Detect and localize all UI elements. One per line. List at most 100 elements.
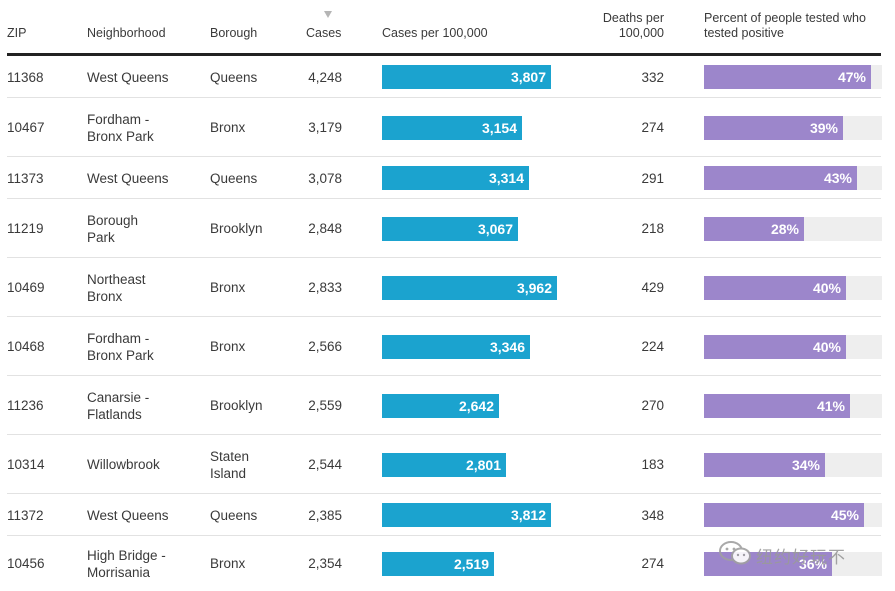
- cases-per-100k-label: 3,346: [489, 338, 525, 355]
- sort-descending-icon[interactable]: [324, 11, 332, 18]
- borough-line1: Bronx: [210, 339, 246, 354]
- borough-line1: Queens: [210, 507, 258, 523]
- borough-line1: Brooklyn: [210, 221, 263, 236]
- borough-cell: Bronx: [210, 119, 290, 136]
- header-cases-per-100k[interactable]: Cases per 100,000: [382, 26, 488, 40]
- cases-per-100k-bar[interactable]: 3,346: [382, 334, 530, 359]
- header-borough[interactable]: Borough: [210, 26, 258, 40]
- borough-cell: Queens: [210, 507, 290, 524]
- neighborhood-line1: West Queens: [87, 507, 169, 523]
- deaths-per-100k-cell: 348: [641, 507, 664, 523]
- row-divider: [7, 198, 881, 199]
- deaths-per-100k-cell: 218: [641, 221, 664, 236]
- neighborhood-line1: West Queens: [87, 170, 169, 186]
- percent-positive-bar[interactable]: 40%: [704, 334, 846, 359]
- percent-positive-bar[interactable]: 36%: [704, 551, 832, 576]
- percent-positive-bar[interactable]: 45%: [704, 503, 864, 527]
- row-divider: [7, 434, 881, 435]
- percent-positive-bar[interactable]: 40%: [704, 275, 846, 300]
- cases-per-100k-bar[interactable]: 2,801: [382, 452, 506, 477]
- percent-positive-bar[interactable]: 43%: [704, 166, 857, 190]
- zip-cell: 10456: [7, 556, 45, 571]
- percent-positive-label: 36%: [798, 555, 827, 572]
- cases-cell: 3,179: [308, 120, 342, 135]
- neighborhood-line1: Willowbrook: [87, 457, 160, 472]
- percent-positive-bar-wrap: 43%: [704, 166, 882, 190]
- cases-per-100k-label: 2,519: [453, 555, 489, 572]
- deaths-per-100k-cell: 274: [641, 120, 664, 135]
- table-row: 10469 Northeast Bronx Bronx 2,833 3,962 429 40%: [0, 258, 895, 317]
- neighborhood-cell: High Bridge - Morrisania: [87, 547, 202, 581]
- percent-positive-bar-wrap: 40%: [704, 275, 882, 300]
- borough-line1: Queens: [210, 170, 258, 186]
- zip-cell: 10467: [7, 120, 45, 135]
- wechat-icon: [719, 541, 751, 565]
- neighborhood-line1: Borough: [87, 212, 139, 228]
- neighborhood-cell: Borough Park: [87, 212, 202, 246]
- percent-positive-bar[interactable]: 39%: [704, 115, 843, 140]
- cases-per-100k-bar[interactable]: 3,067: [382, 216, 518, 241]
- row-divider: [7, 375, 881, 376]
- percent-positive-bar-wrap: 28%: [704, 216, 882, 241]
- zip-cell: 11219: [7, 221, 44, 236]
- zip-cell: 10468: [7, 339, 45, 354]
- percent-positive-bar[interactable]: 41%: [704, 393, 850, 418]
- zip-cell: 10469: [7, 280, 45, 295]
- deaths-per-100k-cell: 224: [641, 339, 664, 354]
- neighborhood-cell: West Queens: [87, 507, 202, 524]
- neighborhood-line1: Fordham -: [87, 330, 150, 346]
- cases-per-100k-bar[interactable]: 2,519: [382, 551, 494, 576]
- percent-positive-bar[interactable]: 28%: [704, 216, 804, 241]
- header-divider: [7, 53, 881, 56]
- percent-positive-bar[interactable]: 47%: [704, 65, 871, 89]
- borough-cell: Bronx: [210, 555, 290, 572]
- cases-per-100k-bar[interactable]: 3,812: [382, 503, 551, 527]
- borough-line1: Queens: [210, 69, 258, 85]
- table-row: 10314 Willowbrook Staten Island 2,544 2,801 18…: [0, 435, 895, 494]
- header-cases[interactable]: Cases: [306, 26, 342, 40]
- header-neighborhood[interactable]: Neighborhood: [87, 26, 166, 40]
- neighborhood-line2: Bronx Park: [87, 347, 154, 363]
- cases-cell: 2,354: [308, 556, 342, 571]
- header-deaths-line2: 100,000: [618, 26, 664, 40]
- neighborhood-cell: Canarsie - Flatlands: [87, 389, 202, 423]
- cases-per-100k-label: 2,642: [458, 397, 494, 414]
- deaths-per-100k-cell: 332: [641, 69, 664, 85]
- percent-positive-bar-wrap: 45%: [704, 503, 882, 527]
- percent-positive-bar-wrap: 34%: [704, 452, 882, 477]
- neighborhood-cell: Fordham - Bronx Park: [87, 330, 202, 364]
- percent-positive-label: 45%: [830, 507, 859, 523]
- cases-per-100k-bar[interactable]: 3,807: [382, 65, 551, 89]
- neighborhood-cell: Willowbrook: [87, 456, 202, 473]
- cases-per-100k-label: 3,807: [510, 69, 546, 85]
- cases-per-100k-bar[interactable]: 3,962: [382, 275, 557, 300]
- cases-per-100k-label: 2,801: [465, 456, 501, 473]
- percent-positive-bar-wrap: 41%: [704, 393, 882, 418]
- neighborhood-line1: Fordham -: [87, 111, 150, 127]
- percent-positive-label: 40%: [812, 338, 841, 355]
- table-row: 10468 Fordham - Bronx Park Bronx 2,566 3,346 2…: [0, 317, 895, 376]
- row-divider: [7, 257, 881, 258]
- zip-cell: 11368: [7, 69, 44, 85]
- zip-cell: 11236: [7, 398, 44, 413]
- percent-positive-bar[interactable]: 34%: [704, 452, 825, 477]
- zip-cell: 11372: [7, 507, 44, 523]
- header-deaths-per-100k[interactable]: Deaths per 100,000: [564, 11, 664, 41]
- percent-positive-label: 41%: [816, 397, 845, 414]
- header-zip[interactable]: ZIP: [7, 26, 27, 40]
- cases-per-100k-bar[interactable]: 3,314: [382, 166, 529, 190]
- header-percent-positive[interactable]: Percent of people tested who tested posi…: [704, 11, 889, 41]
- neighborhood-cell: West Queens: [87, 170, 202, 187]
- cases-cell: 2,385: [308, 507, 342, 523]
- cases-per-100k-bar-wrap: 3,154: [382, 115, 568, 140]
- row-divider: [7, 156, 881, 157]
- deaths-per-100k-cell: 291: [641, 170, 664, 186]
- percent-positive-bar-wrap: 47%: [704, 65, 882, 89]
- neighborhood-line1: Northeast: [87, 271, 146, 287]
- neighborhood-line1: High Bridge -: [87, 547, 166, 563]
- neighborhood-cell: West Queens: [87, 69, 202, 86]
- row-divider: [7, 316, 881, 317]
- cases-per-100k-bar[interactable]: 3,154: [382, 115, 522, 140]
- cases-per-100k-bar[interactable]: 2,642: [382, 393, 499, 418]
- cases-per-100k-bar-wrap: 2,801: [382, 452, 568, 477]
